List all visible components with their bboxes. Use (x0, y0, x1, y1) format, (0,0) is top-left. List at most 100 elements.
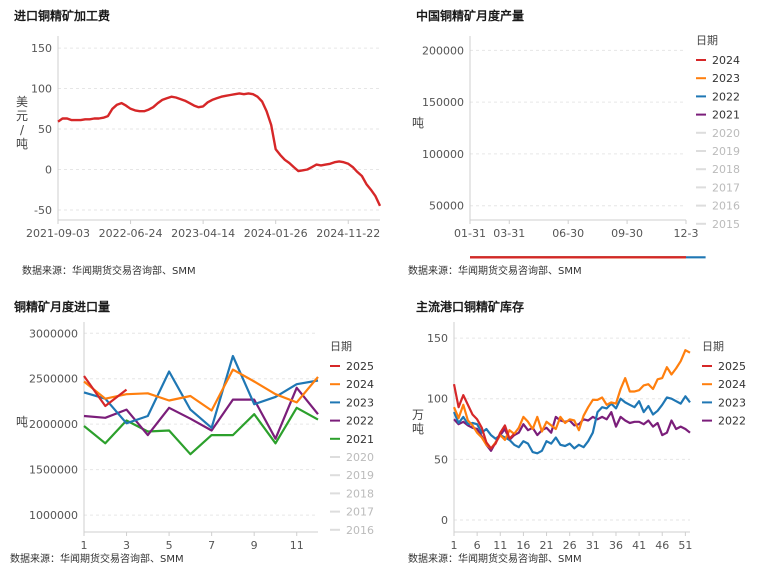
y-tick-label: 200000 (422, 44, 464, 57)
x-tick-label: 2024-01-26 (244, 227, 308, 240)
y-tick-label: 0 (441, 514, 448, 527)
x-tick-label: 31 (586, 539, 600, 552)
x-tick-label: 09-30 (611, 227, 643, 240)
x-tick-label: 2021-09-03 (26, 227, 90, 240)
legend-item-2025: 2025 (346, 360, 374, 373)
legend-item-2023: 2023 (712, 72, 740, 85)
legend-title: 日期 (330, 340, 352, 353)
chart-title: 铜精矿月度进口量 (14, 300, 111, 314)
x-tick-label: 11 (290, 539, 304, 552)
y-axis-label-char: 美 (16, 95, 28, 109)
y-tick-label: 2500000 (29, 373, 78, 386)
y-axis-label-char: 吨 (16, 137, 28, 151)
legend-item-2016: 2016 (712, 200, 740, 213)
legend-item-2024: 2024 (718, 378, 746, 391)
x-tick-label: 1 (81, 539, 88, 552)
series-line-2023 (83, 354, 319, 429)
legend-item-2017: 2017 (346, 506, 374, 519)
x-tick-label: 16 (516, 539, 530, 552)
x-tick-label: 1 (451, 539, 458, 552)
import-chart: 1000000 1500000 2000000 2500000 3000000 1 3 5 7 9… (16, 322, 374, 552)
y-tick-label: 50000 (429, 200, 464, 213)
y-axis-label-char: 吨 (16, 415, 28, 429)
series-line-2022 (83, 386, 319, 440)
y-tick-label: 1000000 (29, 509, 78, 522)
legend-item-2019: 2019 (712, 145, 740, 158)
x-tick-label: 21 (540, 539, 554, 552)
x-tick-label: 36 (609, 539, 623, 552)
x-tick-label: 06-30 (552, 227, 584, 240)
x-tick-label: 2024-11-22 (316, 227, 380, 240)
x-tick-label: 12-3 (674, 227, 699, 240)
chart-title: 主流港口铜精矿库存 (416, 300, 525, 314)
chart-title: 中国铜精矿月度产量 (416, 9, 525, 23)
y-tick-label: 3000000 (29, 327, 78, 340)
tc-chart: -50 0 50 100 150 2021-09-03 2022-06-24 2023-04-… (16, 36, 382, 240)
series-line-tc (57, 92, 382, 207)
legend-title: 日期 (696, 34, 718, 47)
legend-item-2024: 2024 (712, 54, 740, 67)
legend-item-2016: 2016 (346, 524, 374, 537)
y-axis-label-char: / (20, 123, 25, 137)
y-axis-label-char: 吨 (412, 422, 424, 436)
y-tick-label: 1500000 (29, 464, 78, 477)
legend-item-2018: 2018 (712, 163, 740, 176)
legend-item-2021: 2021 (712, 109, 740, 122)
chart-title: 进口铜精矿加工费 (14, 9, 111, 23)
x-tick-label: 46 (655, 539, 669, 552)
series-line-2024 (83, 368, 319, 412)
x-tick-label: 01-31 (454, 227, 486, 240)
source-note: 数据来源：华闻期货交易咨询部、SMM (408, 266, 582, 277)
legend-item-2023: 2023 (346, 396, 374, 409)
y-tick-label: 150000 (422, 96, 464, 109)
series-line-2023 (452, 395, 691, 455)
series-line-2025 (83, 375, 128, 408)
x-tick-label: 5 (166, 539, 173, 552)
panel-inventory: 主流港口铜精矿库存 0 50 100 150 1 6 11 16 21 26 31 36 41 46 51 万… (390, 290, 763, 581)
series-line-2021 (83, 406, 319, 456)
panel-output: 中国铜精矿月度产量 50000 100000 150000 200000 01-31 03… (390, 0, 763, 290)
source-note: 数据来源：华闻期货交易咨询部、SMM (408, 554, 582, 565)
output-chart: 50000 100000 150000 200000 01-31 03-31 06-30 09… (412, 34, 740, 259)
legend-item-2020: 2020 (712, 127, 740, 140)
x-tick-label: 9 (251, 539, 258, 552)
y-tick-label: 50 (434, 453, 448, 466)
y-axis-label-char: 万 (412, 408, 424, 422)
x-tick-label: 26 (563, 539, 577, 552)
source-note: 数据来源：华闻期货交易咨询部、SMM (22, 266, 196, 277)
x-tick-label: 7 (208, 539, 215, 552)
y-tick-label: 150 (31, 42, 52, 55)
x-tick-label: 41 (632, 539, 646, 552)
y-tick-label: 50 (38, 123, 52, 136)
x-tick-label: 6 (474, 539, 481, 552)
legend-item-2020: 2020 (346, 451, 374, 464)
legend-item-2019: 2019 (346, 469, 374, 482)
y-tick-label: 100000 (422, 148, 464, 161)
legend-item-2022: 2022 (718, 415, 746, 428)
x-tick-label: 2022-06-24 (99, 227, 163, 240)
y-tick-label: 2000000 (29, 418, 78, 431)
legend-item-2021: 2021 (346, 433, 374, 446)
x-tick-label: 2023-04-14 (171, 227, 235, 240)
x-tick-label: 11 (493, 539, 507, 552)
y-tick-label: 150 (427, 332, 448, 345)
x-tick-label: 03-31 (493, 227, 525, 240)
y-tick-label: 0 (45, 163, 52, 176)
panel-import: 铜精矿月度进口量 1000000 1500000 2000000 2500000 300… (0, 290, 390, 581)
legend-item-2023: 2023 (718, 396, 746, 409)
legend-item-2015: 2015 (712, 218, 740, 231)
y-axis-label-char: 元 (16, 109, 28, 123)
legend-item-2017: 2017 (712, 181, 740, 194)
y-tick-label: 100 (427, 393, 448, 406)
x-tick-label: 3 (123, 539, 130, 552)
y-tick-label: 100 (31, 83, 52, 96)
y-tick-label: -50 (34, 204, 52, 217)
series-line-2025 (452, 383, 515, 450)
panel-tc: 进口铜精矿加工费 -50 0 50 100 150 2021-09-03 2022-06-2… (0, 0, 390, 290)
legend-item-2025: 2025 (718, 360, 746, 373)
legend-item-2024: 2024 (346, 378, 374, 391)
x-tick-label: 51 (678, 539, 692, 552)
legend-item-2022: 2022 (712, 90, 740, 103)
source-note: 数据来源：华闻期货交易咨询部、SMM (10, 554, 184, 565)
